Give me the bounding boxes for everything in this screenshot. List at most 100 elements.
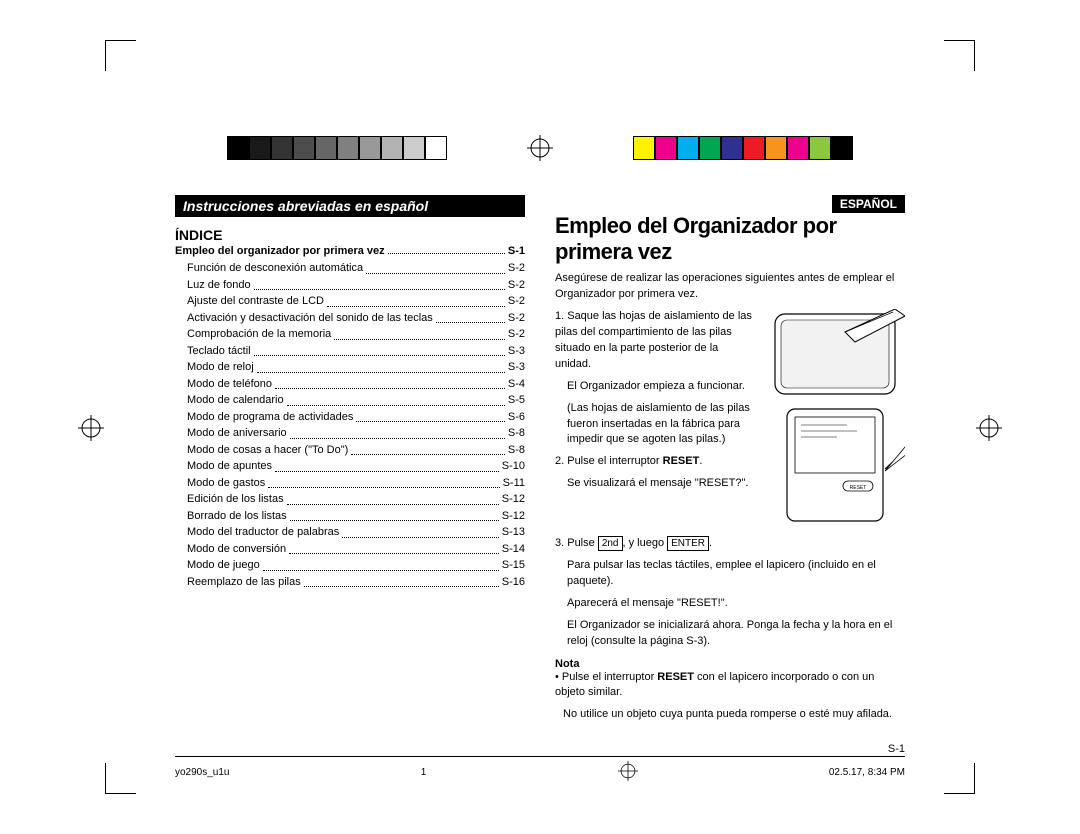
toc-title-pg: S-1 xyxy=(508,245,525,257)
swatch xyxy=(227,136,249,160)
toc-page: S-15 xyxy=(502,557,525,574)
toc-page: S-3 xyxy=(508,343,525,360)
toc-line: Modo de apuntes S-10 xyxy=(175,458,525,475)
swatch xyxy=(809,136,831,160)
swatch xyxy=(425,136,447,160)
note-1: • Pulse el interruptor RESET con el lapi… xyxy=(555,670,905,702)
toc-line: Modo de calendario S-5 xyxy=(175,392,525,409)
toc-page: S-2 xyxy=(508,277,525,294)
toc-line: Modo de programa de actividades S-6 xyxy=(175,409,525,426)
toc-page: S-11 xyxy=(503,475,525,492)
toc-page: S-2 xyxy=(508,310,525,327)
step3-c: Aparecerá el mensaje "RESET!". xyxy=(555,596,905,612)
keycap-enter: ENTER xyxy=(667,536,709,551)
toc-label: Modo de gastos xyxy=(187,475,265,492)
swatch xyxy=(633,136,655,160)
swatch xyxy=(337,136,359,160)
swatch xyxy=(293,136,315,160)
toc-line: Edición de los listas S-12 xyxy=(175,491,525,508)
toc-line: Luz de fondo S-2 xyxy=(175,277,525,294)
toc-label: Modo de programa de actividades xyxy=(187,409,353,426)
toc-line: Función de desconexión automáticaS-2 xyxy=(175,260,525,277)
toc-line: Modo de juego S-15 xyxy=(175,557,525,574)
toc-title: Empleo del organizador por primera vez xyxy=(175,245,385,257)
toc-page: S-16 xyxy=(502,574,525,591)
toc-page: S-10 xyxy=(502,458,525,475)
registration-mark-icon xyxy=(976,415,1002,444)
registration-mark-icon xyxy=(618,761,638,784)
toc-page: S-13 xyxy=(502,524,525,541)
toc-page: S-2 xyxy=(508,293,525,310)
toc-label: Activación y desactivación del sonido de… xyxy=(187,310,433,327)
toc-label: Luz de fondo xyxy=(187,277,251,294)
toc-page: S-8 xyxy=(508,425,525,442)
toc-line: Modo del traductor de palabras S-13 xyxy=(175,524,525,541)
left-column: Instrucciones abreviadas en español ÍNDI… xyxy=(175,195,525,754)
swatch xyxy=(315,136,337,160)
toc-label: Modo del traductor de palabras xyxy=(187,524,339,541)
toc-line: Modo de teléfono S-4 xyxy=(175,376,525,393)
swatch xyxy=(271,136,293,160)
banner-title: Instrucciones abreviadas en español xyxy=(175,195,525,217)
toc-line: Activación y desactivación del sonido de… xyxy=(175,310,525,327)
toc-page: S-12 xyxy=(502,508,525,525)
step1-a: 1. Saque las hojas de aislamiento de las… xyxy=(555,309,755,373)
toc-line: Ajuste del contraste de LCD S-2 xyxy=(175,293,525,310)
toc-label: Modo de conversión xyxy=(187,541,286,558)
toc-line: Modo de cosas a hacer ("To Do")S-8 xyxy=(175,442,525,459)
footer: yo290s_u1u 1 02.5.17, 8:34 PM xyxy=(175,756,905,784)
note-2: No utilice un objeto cuya punta pueda ro… xyxy=(555,707,905,723)
toc-label: Modo de teléfono xyxy=(187,376,272,393)
step3-d: El Organizador se inicializará ahora. Po… xyxy=(555,618,905,650)
toc-line: Reemplazo de las pilas S-16 xyxy=(175,574,525,591)
toc-label: Modo de apuntes xyxy=(187,458,272,475)
toc-line: Comprobación de la memoria S-2 xyxy=(175,326,525,343)
toc-page: S-2 xyxy=(508,326,525,343)
device-illustration: RESET xyxy=(765,309,905,532)
step3-a: 3. Pulse 2nd, y luego ENTER. xyxy=(555,536,905,552)
toc-page: S-4 xyxy=(508,376,525,393)
right-column: ESPAÑOL Empleo del Organizador por prime… xyxy=(555,195,905,754)
toc-page: S-3 xyxy=(508,359,525,376)
toc-label: Borrado de los listas xyxy=(187,508,287,525)
footer-file: yo290s_u1u xyxy=(175,767,230,778)
note-heading: Nota xyxy=(555,658,905,670)
keycap-2nd: 2nd xyxy=(598,536,623,551)
intro-text: Asegúrese de realizar las operaciones si… xyxy=(555,271,905,303)
step3-b: Para pulsar las teclas táctiles, emplee … xyxy=(555,558,905,590)
toc-page: S-5 xyxy=(508,392,525,409)
swatch xyxy=(403,136,425,160)
toc-label: Modo de calendario xyxy=(187,392,284,409)
footer-date: 02.5.17, 8:34 PM xyxy=(829,767,905,778)
toc-label: Modo de reloj xyxy=(187,359,254,376)
toc-label: Modo de aniversario xyxy=(187,425,287,442)
step2-b: Se visualizará el mensaje "RESET?". xyxy=(555,476,755,492)
swatch xyxy=(721,136,743,160)
swatch xyxy=(787,136,809,160)
toc-page: S-6 xyxy=(508,409,525,426)
toc-page: S-12 xyxy=(502,491,525,508)
swatch xyxy=(655,136,677,160)
swatch xyxy=(249,136,271,160)
toc-line: Modo de aniversario S-8 xyxy=(175,425,525,442)
registration-mark-icon xyxy=(527,135,553,161)
footer-page: 1 xyxy=(421,767,427,778)
registration-bars xyxy=(0,135,1080,161)
toc-label: Modo de cosas a hacer ("To Do") xyxy=(187,442,348,459)
toc-label: Ajuste del contraste de LCD xyxy=(187,293,324,310)
swatch xyxy=(743,136,765,160)
swatch xyxy=(831,136,853,160)
toc-label: Edición de los listas xyxy=(187,491,284,508)
toc-label: Comprobación de la memoria xyxy=(187,326,331,343)
toc-label: Modo de juego xyxy=(187,557,260,574)
toc-line: Modo de reloj S-3 xyxy=(175,359,525,376)
toc-label: Reemplazo de las pilas xyxy=(187,574,301,591)
toc-page: S-2 xyxy=(508,260,525,277)
swatch xyxy=(359,136,381,160)
svg-text:RESET: RESET xyxy=(850,485,867,491)
toc-line: Modo de conversiónS-14 xyxy=(175,541,525,558)
registration-mark-icon xyxy=(78,415,104,444)
page-title: Empleo del Organizador por primera vez xyxy=(555,213,905,265)
toc-label: Teclado táctil xyxy=(187,343,251,360)
step2-a: 2. Pulse el interruptor RESET. xyxy=(555,454,755,470)
